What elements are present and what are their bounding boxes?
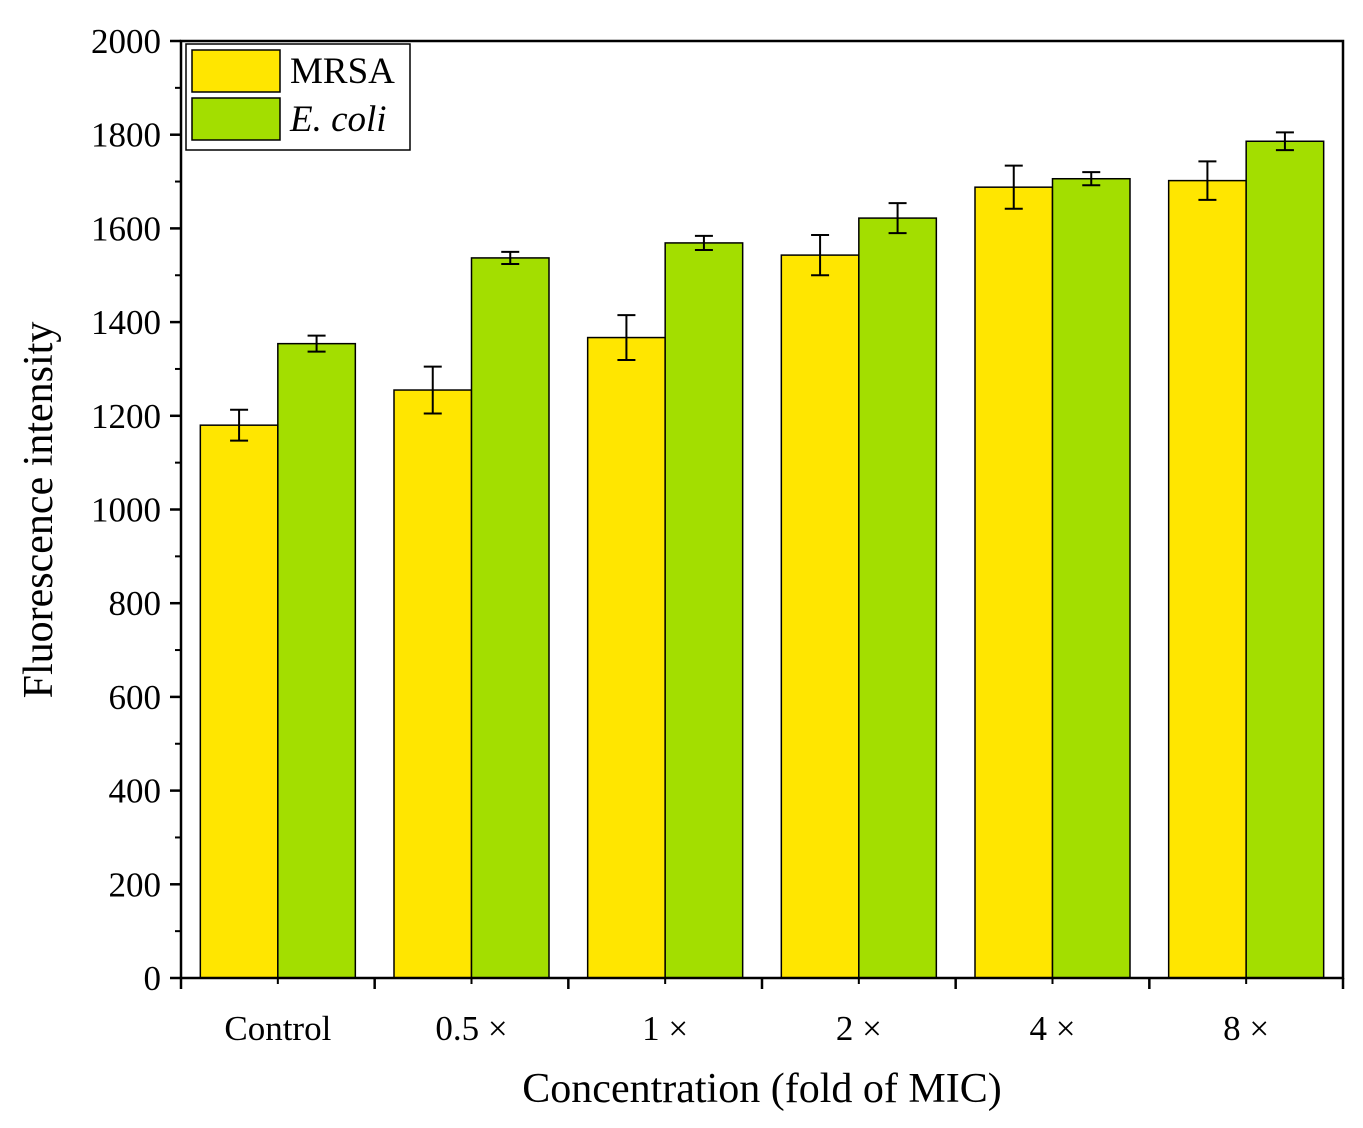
y-tick-label: 0 [144, 959, 162, 998]
bar-ecoli [858, 217, 938, 979]
x-tick-label: 2 × [836, 1009, 882, 1048]
bar-ecoli [1245, 140, 1325, 979]
x-axis: Control 0.5 × 1 × 2 × 4 × 8 × [179, 978, 1345, 1048]
y-tick-label: 1600 [91, 209, 161, 248]
bar-mrsa [393, 389, 473, 979]
bar-ecoli [664, 242, 744, 979]
x-tick-label: 1 × [642, 1009, 688, 1048]
y-tick-label: 200 [109, 865, 162, 904]
y-tick-label: 2000 [91, 22, 161, 61]
y-axis-title: Fluorescence intensity [16, 322, 62, 699]
y-tick-label: 1400 [91, 303, 161, 342]
error-bars-layer [230, 131, 1294, 442]
x-tick-label: 8 × [1223, 1009, 1269, 1048]
y-tick-label: 400 [109, 772, 162, 811]
y-tick-label: 800 [109, 584, 162, 623]
legend-swatch [191, 49, 281, 93]
y-tick-label: 1000 [91, 491, 161, 530]
legend-label: E. coli [289, 99, 387, 140]
legend: MRSA E. coli [185, 43, 411, 151]
y-axis: 0 200 400 600 800 1000 1200 1400 1600 1800 2000 [91, 22, 181, 998]
y-tick-label: 1800 [91, 116, 161, 155]
bar-mrsa [199, 424, 279, 979]
legend-label: MRSA [290, 51, 395, 92]
x-tick-label: 4 × [1030, 1009, 1076, 1048]
bar-ecoli [277, 342, 357, 979]
y-tick-label: 1200 [91, 397, 161, 436]
bar-ecoli [1051, 177, 1131, 979]
y-tick-label: 600 [109, 678, 162, 717]
bars-layer [199, 140, 1325, 979]
x-tick-label: Control [224, 1009, 331, 1048]
bar-mrsa [780, 254, 860, 979]
bar-mrsa [586, 336, 666, 979]
x-axis-title: Concentration (fold of MIC) [522, 1066, 1001, 1112]
bar-ecoli [470, 257, 550, 979]
x-tick-label: 0.5 × [435, 1009, 507, 1048]
legend-swatch [191, 97, 281, 141]
bar-mrsa [974, 186, 1054, 979]
bar-mrsa [1167, 179, 1247, 979]
